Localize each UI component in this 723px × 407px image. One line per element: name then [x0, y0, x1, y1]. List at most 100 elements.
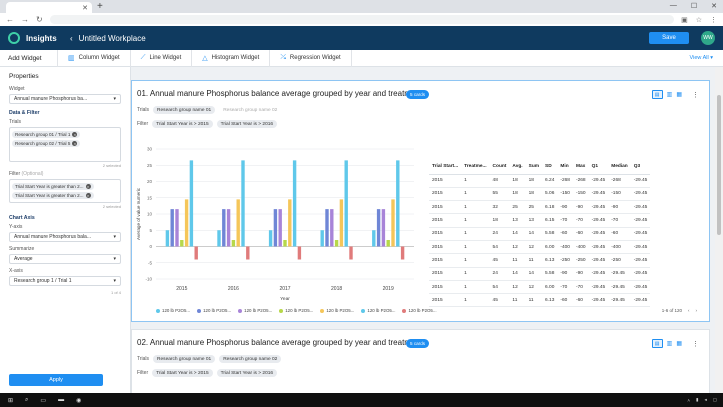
back-icon[interactable]: ← — [6, 15, 14, 24]
combined-view-icon[interactable]: ▤ — [651, 90, 663, 99]
apply-button[interactable]: Apply — [9, 374, 103, 386]
table-cell: 24 — [489, 267, 510, 281]
avatar[interactable]: WW — [701, 31, 715, 45]
table-cell: -90 — [608, 200, 631, 215]
explorer-icon[interactable]: ▬ — [58, 397, 65, 403]
table-header[interactable]: Count — [489, 160, 510, 175]
remove-icon[interactable]: × — [72, 141, 78, 146]
volume-icon[interactable]: ◂ — [704, 397, 707, 402]
network-icon[interactable]: ▮ — [695, 397, 699, 402]
table-header[interactable]: Treatme... — [461, 160, 490, 175]
scrollbar-thumb[interactable] — [717, 95, 721, 235]
maximize-icon[interactable]: ☐ — [690, 3, 698, 10]
table-header[interactable]: Min — [557, 160, 573, 175]
bar — [273, 209, 278, 247]
y-axis-select[interactable]: Annual manure Phosphorus bala... ▾ — [9, 232, 121, 242]
address-bar[interactable] — [49, 15, 675, 24]
table-cell: -29.45 — [588, 240, 609, 255]
table-view-icon[interactable]: ▦ — [676, 92, 682, 98]
legend-item[interactable]: 120 lb P2O5... — [238, 308, 272, 313]
bookmark-icon[interactable]: ☆ — [695, 16, 702, 24]
close-window-icon[interactable]: ✕ — [711, 3, 717, 10]
trial-pill[interactable]: Research group name 02 — [219, 355, 282, 363]
table-cell: 6.00 — [542, 280, 558, 295]
widget-select[interactable]: Annual manure Phosphorus ba... ▾ — [9, 94, 121, 104]
legend-item[interactable]: 120 lb P2O5... — [320, 308, 354, 313]
tray-chevron-icon[interactable]: ˄ — [687, 397, 690, 403]
new-tab-button[interactable]: + — [97, 1, 103, 12]
cards-badge[interactable]: 5 cards — [406, 90, 430, 99]
save-button[interactable]: Save — [649, 32, 689, 44]
filter-chip[interactable]: Trial Start Year is greater than 2... × — [12, 183, 94, 190]
table-cell: 6.13 — [542, 253, 558, 268]
chart-view-icon[interactable]: ▥ — [666, 92, 673, 98]
task-view-icon[interactable]: ▭ — [40, 397, 47, 404]
more-options-icon[interactable]: ⋮ — [692, 91, 699, 99]
legend-item[interactable]: 120 lb P2O5... — [279, 308, 313, 313]
table-header[interactable]: Max — [572, 160, 589, 175]
table-cell: -400 — [572, 240, 589, 255]
close-tab-icon[interactable]: ✕ — [82, 4, 88, 12]
table-header[interactable]: Q1 — [588, 160, 609, 175]
view-all-link[interactable]: View All ▾ — [689, 55, 713, 61]
more-options-icon[interactable]: ⋮ — [692, 340, 699, 348]
filter-chip[interactable]: Trial Start Year is greater than 2... × — [12, 192, 94, 199]
trial-pill[interactable]: Research group name 02 — [223, 107, 278, 113]
reload-icon[interactable]: ↻ — [36, 15, 43, 24]
trial-pill[interactable]: Research group name 01 — [153, 106, 216, 114]
x-axis-select[interactable]: Research group 1 / Trial 1 ▾ — [9, 276, 121, 286]
prev-page-icon[interactable]: ‹ — [688, 308, 690, 313]
line-widget-button[interactable]: ⟋ Line Widget — [131, 49, 193, 67]
table-header[interactable]: Median — [608, 160, 631, 175]
filter-pill[interactable]: Trial Start Year is > 2015 — [152, 369, 213, 377]
browser-icon[interactable]: ◉ — [76, 397, 82, 404]
trial-pill[interactable]: Research group name 01 — [153, 355, 216, 363]
forward-icon[interactable]: → — [21, 15, 29, 24]
x-tick-label: 2016 — [228, 286, 239, 292]
filter-select[interactable]: Trial Start Year is greater than 2... × T… — [9, 179, 121, 203]
trial-chip[interactable]: Research group 02 / Trial 5 × — [12, 140, 81, 147]
legend-swatch — [238, 308, 243, 313]
windows-start-icon[interactable]: ⊞ — [8, 397, 14, 404]
notification-icon[interactable]: ▢ — [712, 397, 717, 402]
regression-widget-button[interactable]: ⤯ Regression Widget — [270, 49, 352, 67]
trials-select[interactable]: Research group 01 / Trial 1 × Research gr… — [9, 127, 121, 162]
minimize-icon[interactable]: — — [669, 2, 677, 9]
remove-icon[interactable]: × — [72, 132, 78, 137]
legend-item[interactable]: 120 lb P2O5... — [402, 308, 437, 313]
summarize-select[interactable]: Average ▾ — [9, 254, 121, 264]
table-header[interactable]: Avg. — [509, 160, 526, 175]
browser-tab[interactable]: ✕ — [6, 2, 92, 13]
widget-card[interactable]: 01. Annual manure Phosphorus balance ave… — [131, 80, 710, 322]
filter-pill[interactable]: Trial Start Year is > 2016 — [216, 369, 278, 377]
widget-card[interactable]: 02. Annual manure Phosphorus balance ave… — [131, 329, 710, 393]
column-widget-button[interactable]: ▥ Column Widget — [58, 49, 131, 67]
back-chevron-icon[interactable]: ‹ — [70, 33, 73, 43]
legend-item[interactable]: 120 lb P2O5... — [156, 308, 190, 313]
page-scrollbar[interactable] — [715, 67, 723, 393]
table-header[interactable]: SD — [542, 160, 558, 175]
extension-icon[interactable]: ▣ — [681, 16, 688, 24]
trial-chip[interactable]: Research group 01 / Trial 1 × — [12, 131, 81, 138]
menu-icon[interactable]: ⋮ — [710, 16, 717, 24]
workspace-title[interactable]: Untitled Workplace — [78, 33, 146, 43]
remove-icon[interactable]: × — [85, 193, 91, 198]
legend-item[interactable]: 120 lb P2O5... — [197, 308, 231, 313]
remove-icon[interactable]: × — [85, 184, 91, 189]
combined-view-icon[interactable]: ▤ — [651, 339, 663, 348]
filter-pill[interactable]: Trial Start Year is > 2016 — [216, 120, 278, 128]
filter-pill[interactable]: Trial Start Year is > 2015 — [152, 120, 213, 128]
chart-view-icon[interactable]: ▥ — [666, 341, 673, 347]
next-page-icon[interactable]: › — [695, 308, 698, 313]
table-header[interactable]: Trial Start... — [429, 160, 462, 175]
table-view-icon[interactable]: ▦ — [676, 341, 682, 347]
table-header[interactable]: Sum — [525, 160, 543, 175]
cards-badge[interactable]: 5 cards — [406, 339, 430, 348]
os-taskbar: ⊞ ⌕ ▭ ▬ ◉ ˄ ▮ ◂ ▢ — [0, 393, 723, 407]
legend-item[interactable]: 120 lb P2O5... — [361, 308, 395, 313]
y-tick-label: 30 — [147, 147, 153, 152]
table-header[interactable]: Q3 — [630, 160, 651, 175]
search-icon[interactable]: ⌕ — [25, 396, 29, 403]
histogram-widget-button[interactable]: △ Histogram Widget — [192, 49, 271, 67]
x-tick-label: 2015 — [176, 286, 187, 292]
